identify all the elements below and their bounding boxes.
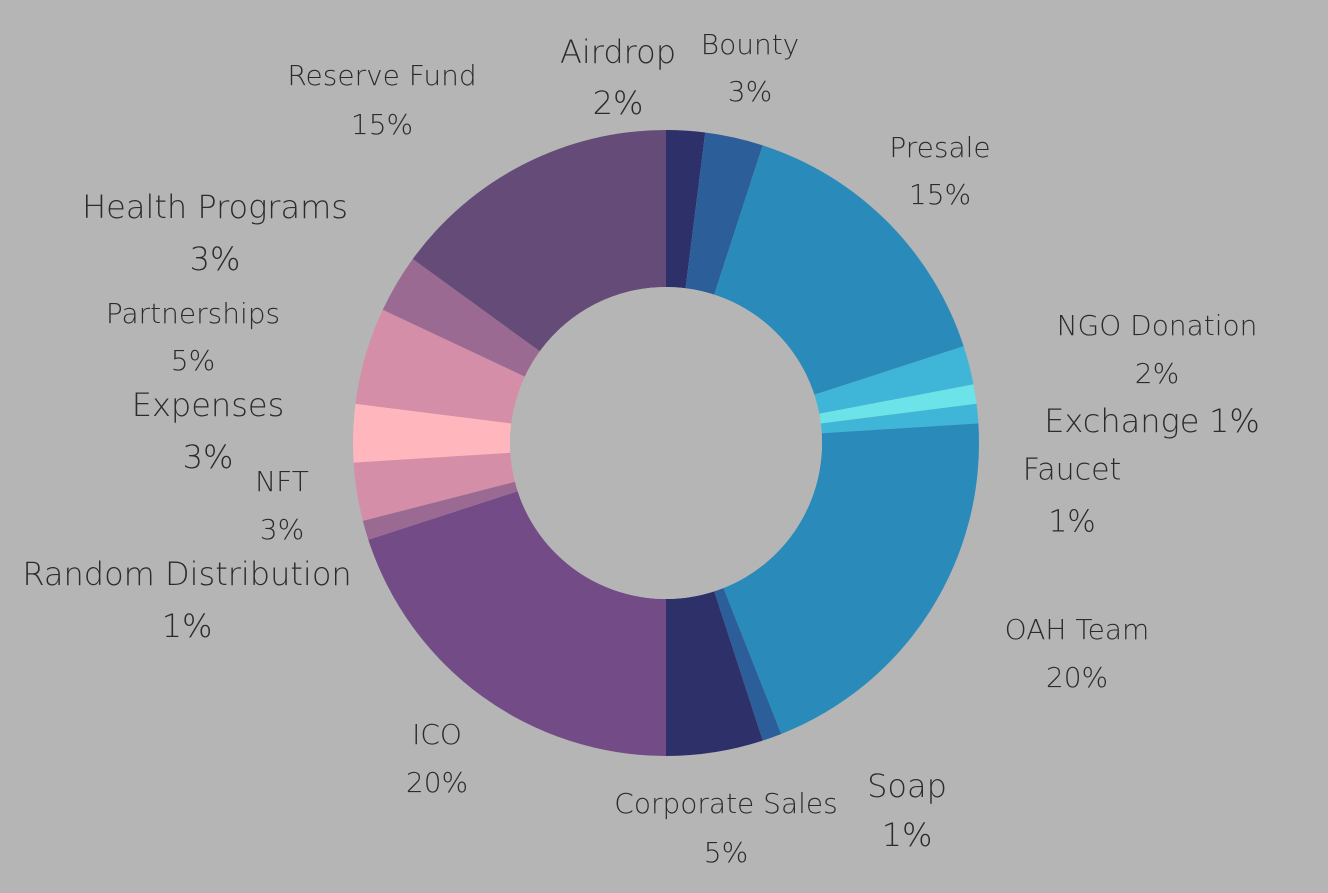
slice-name: NFT — [255, 465, 309, 498]
labels: Airdrop 2% Bounty 3% Presale 15% NGO Donation 2… — [22, 28, 1259, 869]
data-label-reserve-fund: Reserve Fund 15% — [287, 59, 476, 141]
slice-percent: 15% — [351, 108, 413, 141]
slice-name: Airdrop — [560, 33, 676, 71]
slice-name: Exchange — [1044, 402, 1199, 440]
slice-oah-team — [723, 423, 979, 735]
slice-percent: 20% — [1046, 661, 1108, 694]
slice-percent: 1% — [882, 816, 933, 854]
slice-percent: 15% — [909, 178, 971, 211]
data-label-health-programs: Health Programs 3% — [82, 188, 348, 278]
slice-name: Expenses — [132, 386, 284, 424]
data-label-oah-team: OAH Team 20% — [1005, 613, 1150, 694]
slice-name: Bounty — [701, 28, 800, 61]
slice-random-distribution — [362, 481, 518, 540]
slice-soap — [714, 588, 782, 741]
slice-expenses — [353, 403, 512, 463]
slice-name: Presale — [889, 131, 990, 164]
slice-name: Soap — [867, 767, 947, 805]
slice-name: ICO — [412, 718, 462, 751]
slice-ngo-donation — [814, 346, 974, 414]
slice-percent: 1% — [1048, 505, 1096, 540]
slice-percent: 2% — [1135, 357, 1179, 390]
data-label-ico: ICO 20% — [406, 718, 468, 799]
slice-percent: 20% — [406, 766, 468, 799]
slice-percent: 3% — [190, 240, 241, 278]
slice-name: Health Programs — [82, 188, 348, 226]
slice-partnerships — [355, 309, 525, 424]
slice-reserve-fund — [412, 130, 666, 352]
slice-health-programs — [382, 259, 540, 377]
slice-name: OAH Team — [1005, 613, 1150, 646]
data-label-faucet: Faucet 1% — [1023, 453, 1122, 540]
slice-name: Random Distribution — [22, 555, 351, 593]
data-label-exchange: Exchange 1% — [1044, 402, 1260, 440]
data-label-random-distribution: Random Distribution 1% — [22, 555, 351, 645]
slice-percent: 5% — [171, 344, 215, 377]
slice-ico — [368, 491, 666, 756]
data-label-ngo-donation: NGO Donation 2% — [1057, 309, 1258, 390]
slice-bounty — [685, 132, 763, 295]
slice-presale — [714, 145, 964, 395]
slice-airdrop — [666, 130, 706, 289]
slice-percent: 3% — [260, 513, 304, 546]
data-label-partnerships: Partnerships 5% — [106, 297, 280, 377]
data-label-soap: Soap 1% — [867, 767, 947, 854]
slice-corporate-sales — [666, 591, 763, 756]
slice-percent: 2% — [593, 84, 644, 122]
data-label-airdrop: Airdrop 2% — [560, 33, 676, 122]
data-label-expenses: Expenses 3% — [132, 386, 284, 476]
slice-name: Partnerships — [106, 297, 280, 330]
data-label-bounty: Bounty 3% — [701, 28, 800, 108]
slice-percent: 1% — [162, 607, 213, 645]
slice-percent: 5% — [704, 836, 748, 869]
slice-name: Reserve Fund — [287, 59, 476, 92]
slice-percent: 3% — [183, 438, 234, 476]
slice-name: Corporate Sales — [614, 787, 837, 820]
data-label-nft: NFT 3% — [255, 465, 309, 546]
donut-hole — [510, 287, 822, 599]
slice-faucet — [820, 403, 979, 434]
slices — [353, 130, 979, 756]
slice-percent: 3% — [728, 75, 772, 108]
slice-name: NGO Donation — [1057, 309, 1258, 342]
slice-percent: 1% — [1209, 402, 1260, 440]
data-label-corporate-sales: Corporate Sales 5% — [614, 787, 837, 869]
slice-nft — [353, 452, 515, 521]
data-label-presale: Presale 15% — [889, 131, 990, 211]
slice-exchange — [819, 384, 977, 424]
slice-name: Faucet — [1023, 453, 1122, 488]
